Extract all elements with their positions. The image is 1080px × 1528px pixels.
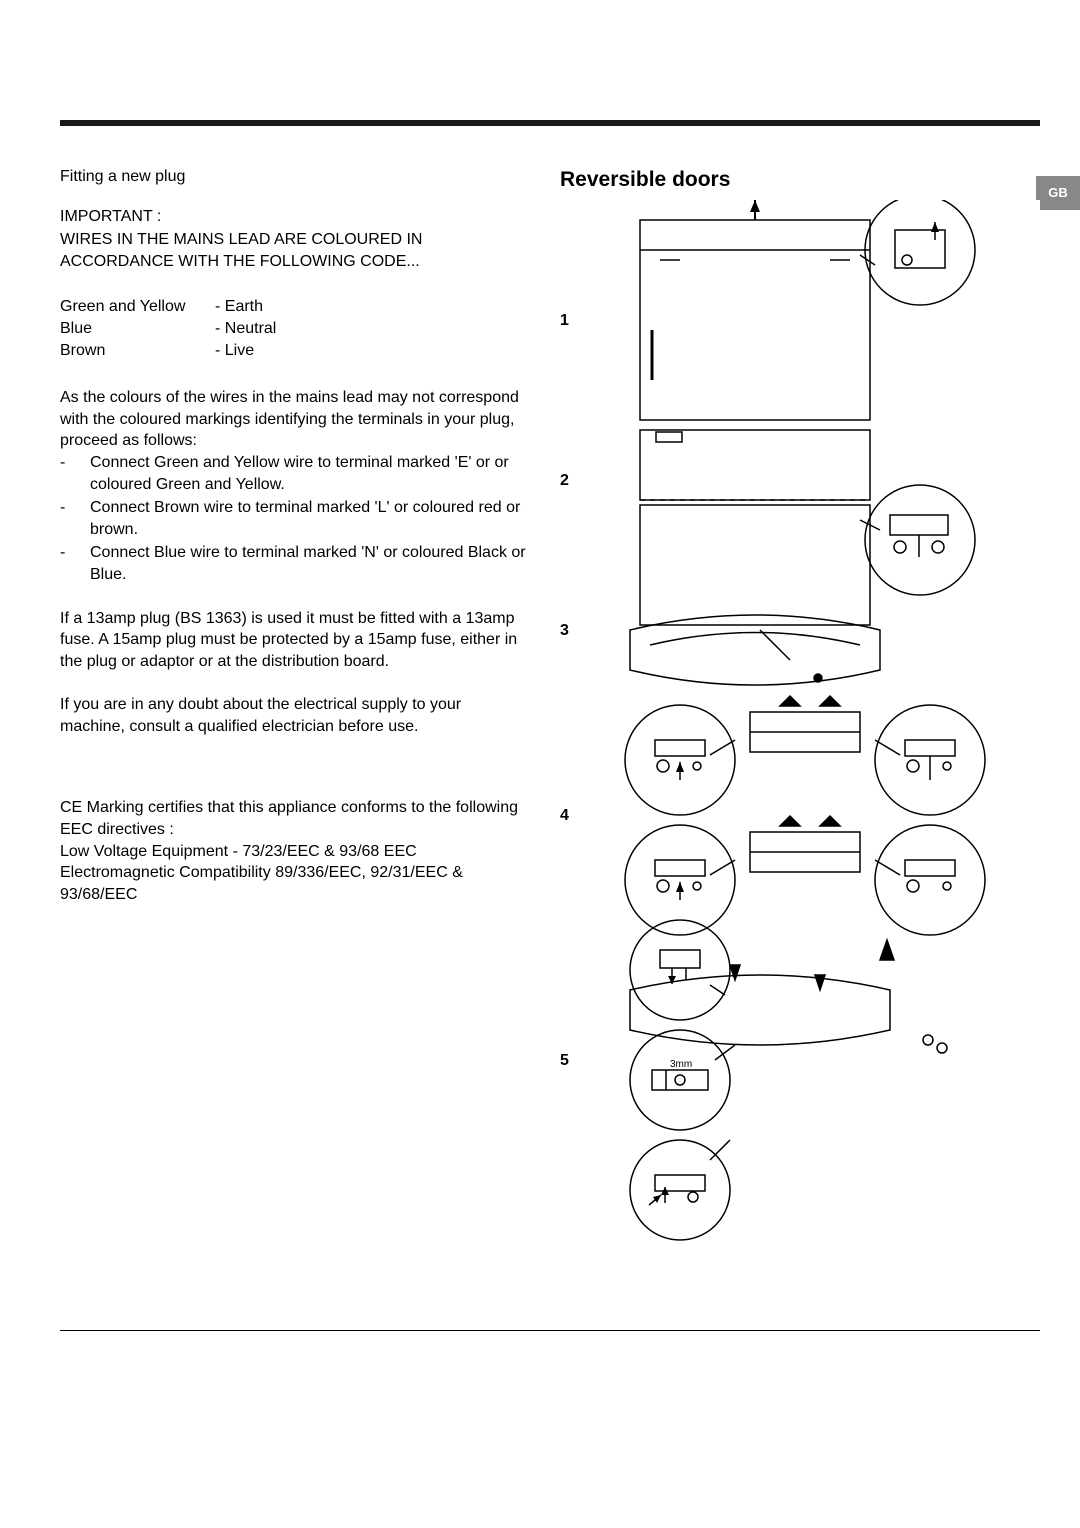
- wire-colour-table: Green and Yellow - Earth Blue - Neutral …: [60, 296, 530, 361]
- wire-code-line: ACCORDANCE WITH THE FOLLOWING CODE...: [60, 251, 530, 273]
- para-intro: As the colours of the wires in the mains…: [60, 387, 530, 452]
- top-rule: [60, 120, 1040, 126]
- wire-meaning: - Earth: [215, 296, 263, 318]
- para-ce-intro: CE Marking certifies that this appliance…: [60, 797, 530, 840]
- wire-meaning: - Neutral: [215, 318, 276, 340]
- table-row: Blue - Neutral: [60, 318, 530, 340]
- language-tab: GB: [1036, 176, 1080, 210]
- wire-code-line: WIRES IN THE MAINS LEAD ARE COLOURED IN: [60, 229, 530, 251]
- left-column: Fitting a new plug IMPORTANT : WIRES IN …: [60, 166, 530, 1300]
- section-title: Reversible doors: [560, 166, 1040, 194]
- wire-meaning: - Live: [215, 340, 254, 362]
- ce-line: Low Voltage Equipment - 73/23/EEC & 93/6…: [60, 841, 530, 863]
- ce-line: Electromagnetic Compatibility 89/336/EEC…: [60, 862, 530, 905]
- list-item: -Connect Brown wire to terminal marked '…: [60, 497, 530, 540]
- svg-text:3mm: 3mm: [670, 1059, 692, 1070]
- table-row: Green and Yellow - Earth: [60, 296, 530, 318]
- step-number: 5: [560, 1050, 569, 1072]
- reversible-doors-diagram: 1 2 3 4 5: [560, 200, 1040, 1300]
- step-number: 2: [560, 470, 569, 492]
- bullet-list: -Connect Green and Yellow wire to termin…: [60, 452, 530, 586]
- list-item: -Connect Green and Yellow wire to termin…: [60, 452, 530, 495]
- right-column: GB Reversible doors 1 2 3 4 5: [560, 166, 1040, 1300]
- important-label: IMPORTANT :: [60, 206, 530, 228]
- assembly-diagram-svg: 3mm: [560, 200, 990, 1300]
- step-number: 1: [560, 310, 569, 332]
- para-doubt: If you are in any doubt about the electr…: [60, 694, 530, 737]
- table-row: Brown - Live: [60, 340, 530, 362]
- wire-colour: Brown: [60, 340, 215, 362]
- subhead-fitting: Fitting a new plug: [60, 166, 530, 188]
- wire-colour: Blue: [60, 318, 215, 340]
- step-number: 3: [560, 620, 569, 642]
- wire-colour: Green and Yellow: [60, 296, 215, 318]
- step-number: 4: [560, 805, 569, 827]
- para-fuse: If a 13amp plug (BS 1363) is used it mus…: [60, 608, 530, 673]
- bottom-rule: [60, 1330, 1040, 1331]
- list-item: -Connect Blue wire to terminal marked 'N…: [60, 542, 530, 585]
